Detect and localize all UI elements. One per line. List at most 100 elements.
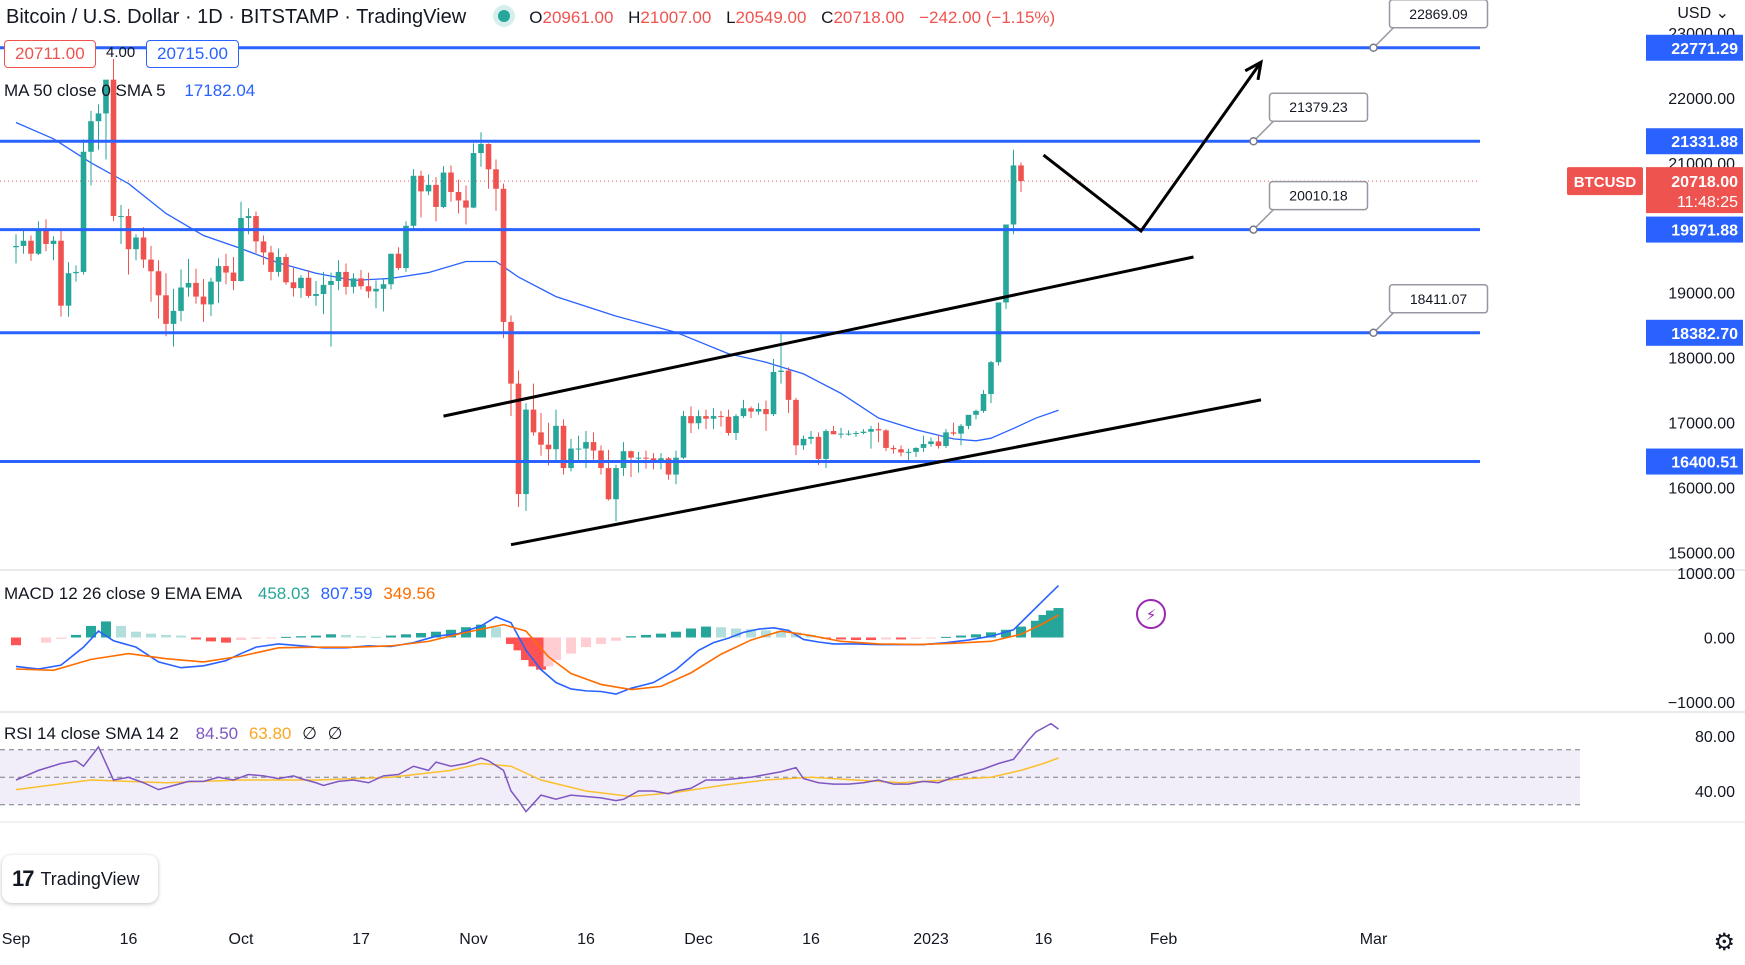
- macd-histogram-bar[interactable]: [941, 636, 951, 638]
- candle[interactable]: [740, 399, 747, 419]
- price-axis-tick[interactable]: 17000.00: [1668, 416, 1735, 433]
- candle[interactable]: [358, 269, 364, 290]
- time-axis-tick[interactable]: 16: [802, 931, 820, 948]
- level-price-label[interactable]: 16400.51: [1646, 448, 1743, 475]
- macd-legend[interactable]: MACD 12 26 close 9 EMA EMA 458.03 807.59…: [4, 584, 435, 604]
- macd-histogram-bar[interactable]: [206, 637, 216, 642]
- candle[interactable]: [980, 390, 987, 413]
- level-price-label[interactable]: 21331.88: [1646, 128, 1743, 155]
- candle[interactable]: [875, 422, 882, 443]
- macd-histogram-bar[interactable]: [528, 637, 539, 667]
- candle[interactable]: [793, 397, 799, 456]
- macd-histogram-bar[interactable]: [356, 636, 366, 638]
- macd-histogram-bar[interactable]: [146, 633, 156, 638]
- candle[interactable]: [313, 281, 319, 306]
- candle[interactable]: [223, 253, 229, 285]
- candle[interactable]: [463, 185, 469, 225]
- macd-axis-tick[interactable]: 1000.00: [1677, 566, 1735, 583]
- candle[interactable]: [185, 258, 192, 297]
- macd-histogram-bar[interactable]: [416, 632, 426, 638]
- candle[interactable]: [28, 235, 34, 261]
- trendline[interactable]: [443, 255, 1194, 418]
- candle[interactable]: [973, 409, 979, 420]
- candle[interactable]: [163, 273, 169, 337]
- candle[interactable]: [755, 403, 762, 415]
- candle[interactable]: [328, 272, 334, 347]
- candle[interactable]: [710, 408, 717, 430]
- candle[interactable]: [478, 132, 484, 167]
- time-axis-tick[interactable]: 16: [120, 931, 138, 948]
- candle[interactable]: [253, 211, 259, 254]
- rsi-sma-line[interactable]: [15, 757, 1059, 798]
- candle[interactable]: [748, 406, 754, 419]
- candle[interactable]: [73, 265, 79, 282]
- macd-histogram-bar[interactable]: [731, 628, 741, 638]
- sell-price-button[interactable]: 20711.00: [4, 40, 96, 68]
- candle[interactable]: [268, 245, 274, 281]
- candle[interactable]: [763, 400, 769, 432]
- candle[interactable]: [395, 247, 402, 270]
- macd-histogram-bar[interactable]: [251, 637, 261, 639]
- candle[interactable]: [433, 177, 439, 222]
- time-axis-tick[interactable]: Sep: [2, 931, 31, 948]
- candle[interactable]: [770, 358, 777, 417]
- candle[interactable]: [80, 139, 87, 275]
- macd-histogram-bar[interactable]: [971, 634, 981, 638]
- tradingview-logo[interactable]: 17 TradingView: [2, 855, 158, 903]
- candle[interactable]: [613, 464, 619, 522]
- candle[interactable]: [1018, 162, 1024, 193]
- macd-histogram-bar[interactable]: [596, 637, 606, 644]
- macd-histogram-bar[interactable]: [866, 637, 876, 641]
- candle[interactable]: [890, 445, 897, 454]
- currency-menu[interactable]: USD ⌄: [1677, 3, 1729, 23]
- macd-histogram-bar[interactable]: [566, 637, 576, 654]
- candle[interactable]: [418, 170, 424, 218]
- candle[interactable]: [643, 450, 649, 469]
- candle[interactable]: [155, 260, 162, 319]
- candle[interactable]: [208, 277, 214, 317]
- macd-histogram-bar[interactable]: [671, 631, 681, 638]
- macd-histogram-bar[interactable]: [543, 637, 554, 667]
- candle[interactable]: [733, 414, 739, 441]
- candle[interactable]: [838, 427, 844, 439]
- candle[interactable]: [1010, 149, 1017, 235]
- candle[interactable]: [688, 406, 694, 433]
- candle[interactable]: [230, 256, 237, 291]
- candle[interactable]: [703, 409, 709, 430]
- candle[interactable]: [148, 245, 154, 302]
- candle[interactable]: [380, 278, 387, 312]
- candle[interactable]: [808, 431, 814, 445]
- candle[interactable]: [988, 360, 994, 404]
- candle[interactable]: [290, 268, 297, 297]
- candle[interactable]: [238, 201, 244, 282]
- macd-histogram-bar[interactable]: [431, 631, 441, 638]
- macd-histogram-bar[interactable]: [911, 637, 921, 639]
- candle[interactable]: [410, 169, 417, 230]
- macd-histogram-bar[interactable]: [131, 631, 141, 638]
- candle[interactable]: [898, 445, 904, 457]
- candle[interactable]: [305, 269, 312, 298]
- symbol-title[interactable]: Bitcoin / U.S. Dollar · 1D · BITSTAMP · …: [6, 6, 467, 28]
- candle[interactable]: [965, 414, 972, 430]
- candle[interactable]: [50, 236, 57, 261]
- candle[interactable]: [133, 234, 139, 261]
- macd-histogram-bar[interactable]: [41, 637, 51, 643]
- time-axis-tick[interactable]: 16: [1035, 931, 1053, 948]
- macd-histogram-bar[interactable]: [311, 635, 321, 638]
- macd-histogram-bar[interactable]: [776, 631, 786, 638]
- candle[interactable]: [500, 183, 507, 339]
- macd-histogram-bar[interactable]: [176, 635, 186, 638]
- macd-histogram-bar[interactable]: [326, 634, 336, 638]
- candle[interactable]: [118, 205, 124, 244]
- macd-histogram-bar[interactable]: [716, 627, 726, 638]
- rsi-legend[interactable]: RSI 14 close SMA 14 2 84.50 63.80 ∅ ∅: [4, 724, 342, 744]
- candle[interactable]: [538, 412, 544, 456]
- candle[interactable]: [448, 165, 454, 202]
- macd-histogram-bar[interactable]: [1031, 620, 1041, 638]
- price-callout[interactable]: 22869.09: [1369, 0, 1489, 53]
- candle[interactable]: [673, 450, 679, 485]
- macd-histogram-bar[interactable]: [1046, 610, 1056, 638]
- macd-histogram-bar[interactable]: [281, 636, 291, 638]
- time-axis-tick[interactable]: 2023: [913, 931, 949, 948]
- candle[interactable]: [65, 262, 72, 317]
